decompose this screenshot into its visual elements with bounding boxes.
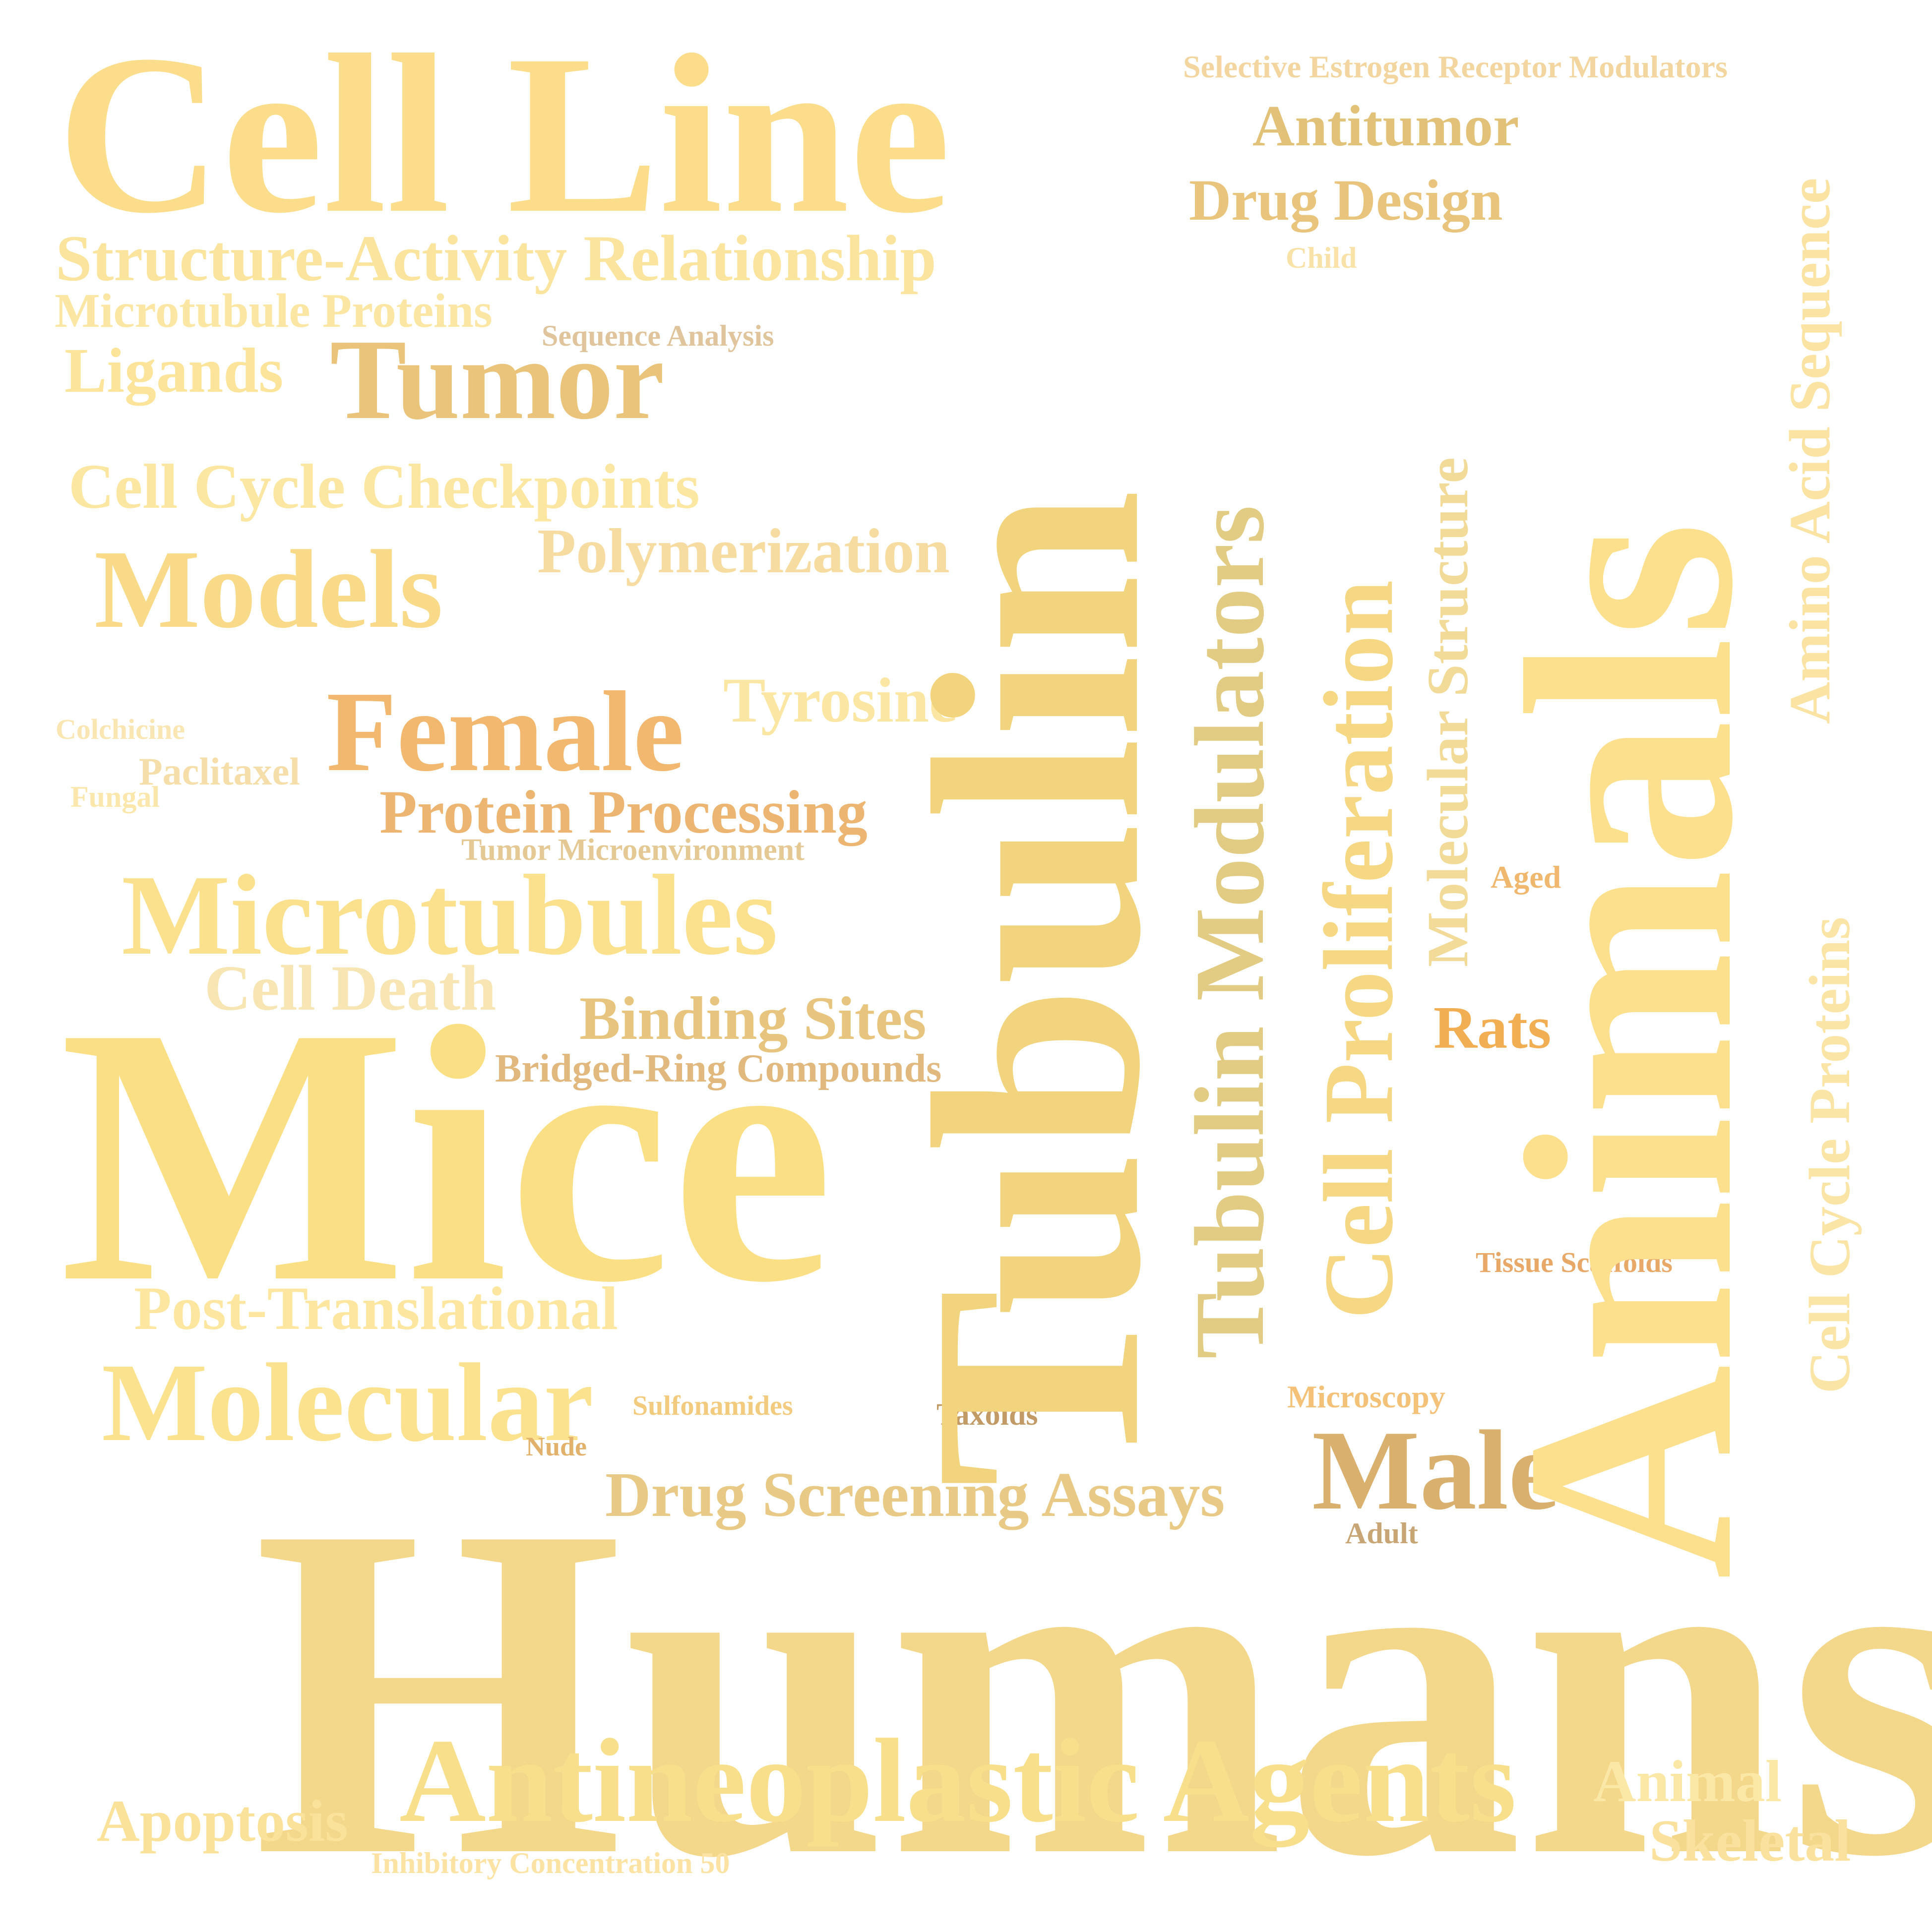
word-animal: Animal	[1593, 1748, 1782, 1814]
word-colchicine: Colchicine	[56, 713, 185, 745]
word-child: Child	[1286, 242, 1357, 274]
word-female: Female	[326, 668, 685, 795]
word-drug-design: Drug Design	[1189, 168, 1503, 233]
word-tubulin: Tubulin	[872, 489, 1201, 1488]
word-protein-processing: Protein Processing	[379, 778, 868, 846]
word-male: Male	[1312, 1407, 1559, 1533]
word-taxoids: Taxoids	[936, 1398, 1038, 1432]
word-microtubules: Microtubules	[122, 851, 778, 979]
word-binding-sites: Binding Sites	[579, 984, 927, 1052]
word-cell-cycle-proteins: Cell Cycle Proteins	[1797, 916, 1862, 1393]
word-paclitaxel: Paclitaxel	[139, 750, 300, 793]
word-post-translational: Post-Translational	[134, 1274, 618, 1342]
word-cell-proliferation: Cell Proliferation	[1304, 580, 1414, 1319]
word-models: Models	[94, 527, 443, 651]
word-humans: Humans	[253, 1427, 1932, 1932]
word-tumor-microenvironment: Tumor Microenvironment	[461, 833, 805, 867]
word-amino-acid-sequence: Amino Acid Sequence	[1777, 178, 1842, 724]
word-ligands: Ligands	[64, 335, 284, 406]
word-sequence-analysis: Sequence Analysis	[542, 319, 774, 352]
word-mice: Mice	[60, 952, 834, 1358]
word-sulfonamides: Sulfonamides	[632, 1390, 793, 1421]
word-inhibitory-concentration-50: Inhibitory Concentration 50	[371, 1847, 730, 1879]
word-drug-screening-assays: Drug Screening Assays	[605, 1459, 1225, 1530]
word-tumor: Tumor	[330, 316, 665, 443]
word-apoptosis: Apoptosis	[97, 1788, 348, 1854]
word-animals: Animals	[1464, 521, 1794, 1579]
word-tyrosine: Tyrosine	[723, 665, 957, 735]
word-bridged-ring-compounds: Bridged-Ring Compounds	[495, 1047, 942, 1090]
word-skeletal: Skeletal	[1649, 1808, 1851, 1873]
word-molecular-structure: Molecular Structure	[1415, 457, 1480, 967]
word-adult: Adult	[1345, 1517, 1418, 1550]
word-aged: Aged	[1491, 859, 1561, 895]
word-selective-estrogen-receptor-modulators: Selective Estrogen Receptor Modulators	[1183, 49, 1728, 84]
word-rats: Rats	[1433, 994, 1552, 1061]
word-polymerization: Polymerization	[537, 516, 950, 586]
word-microtubule-proteins: Microtubule Proteins	[55, 284, 493, 337]
word-cell-cycle-checkpoints: Cell Cycle Checkpoints	[68, 451, 700, 522]
word-antitumor: Antitumor	[1252, 93, 1519, 158]
word-nude: Nude	[526, 1432, 587, 1461]
word-cell-death: Cell Death	[204, 953, 497, 1024]
word-tissue-scaffolds: Tissue Scaffolds	[1476, 1246, 1673, 1278]
word-structure-activity-relationship: Structure-Activity Relationship	[56, 222, 936, 295]
word-fungal: Fungal	[70, 781, 160, 813]
word-molecular: Molecular	[102, 1340, 594, 1464]
word-microscopy: Microscopy	[1287, 1379, 1445, 1414]
word-cell-line: Cell Line	[57, 7, 951, 260]
word-antineoplastic-agents: Antineoplastic Agents	[399, 1714, 1517, 1847]
word-tubulin-modulators: Tubulin Modulators	[1175, 505, 1285, 1359]
